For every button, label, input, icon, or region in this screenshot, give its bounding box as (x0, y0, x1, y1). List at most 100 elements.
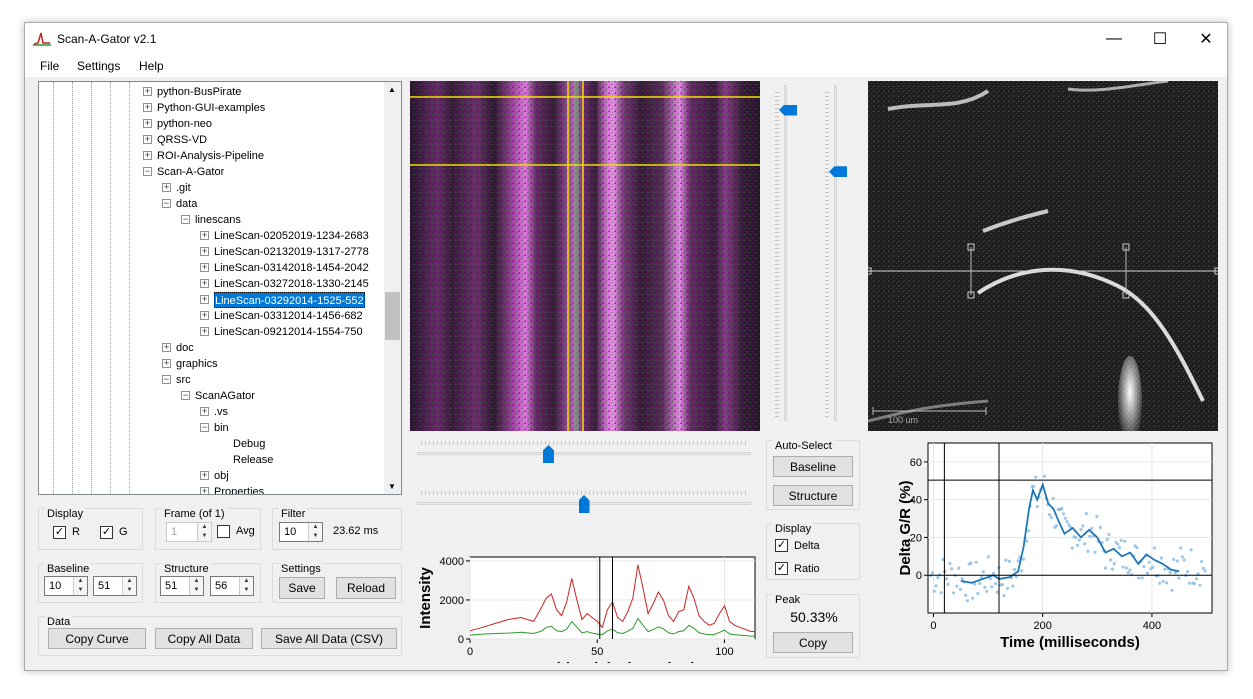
peak-copy-button[interactable]: Copy (773, 632, 853, 653)
scroll-up-icon[interactable]: ▲ (388, 85, 396, 94)
baseline-end-input[interactable]: 51 ▲ ▼ (93, 576, 137, 596)
roi-handle[interactable] (868, 267, 872, 275)
tree-expander-icon[interactable]: + (162, 358, 171, 368)
tree-node[interactable]: bin (214, 422, 229, 434)
tree-node[interactable]: Debug (233, 438, 266, 450)
baseline-position-slider[interactable] (775, 85, 797, 421)
g-checkbox[interactable]: ✓ (100, 526, 113, 539)
tree-node[interactable]: Release (233, 454, 274, 466)
tree-expander-icon[interactable]: + (200, 230, 209, 240)
tree-expander-icon[interactable]: + (200, 246, 209, 256)
avg-checkbox[interactable] (217, 525, 230, 538)
structure-end-input[interactable]: 56 ▲ ▼ (210, 576, 254, 596)
r-checkbox[interactable]: ✓ (53, 526, 66, 539)
delta-checkbox[interactable]: ✓ (775, 539, 788, 552)
baseline-end-spinner[interactable]: ▲ ▼ (122, 577, 136, 595)
tree-node[interactable]: obj (214, 470, 229, 482)
tree-node[interactable]: .vs (214, 406, 229, 418)
roi-handle[interactable] (967, 291, 975, 299)
baseline-start-spinner[interactable]: ▲ ▼ (73, 577, 87, 595)
tree-expander-icon[interactable]: − (162, 374, 171, 384)
tree-expander-icon[interactable]: + (143, 102, 152, 112)
copy-all-data-button[interactable]: Copy All Data (155, 628, 253, 649)
reload-button[interactable]: Reload (336, 577, 396, 599)
copy-curve-button[interactable]: Copy Curve (48, 628, 146, 649)
tree-node[interactable]: doc (176, 342, 194, 354)
tree-expander-icon[interactable]: + (200, 262, 209, 272)
slider-thumb[interactable] (578, 495, 590, 513)
scroll-down-icon[interactable]: ▼ (388, 482, 396, 491)
tree-node[interactable]: linescans (195, 214, 241, 226)
tree-node[interactable]: Properties (214, 486, 265, 495)
tree-node[interactable]: LineScan-03312014-1456-682 (214, 310, 363, 322)
tree-expander-icon[interactable]: + (200, 326, 209, 336)
ratio-checkbox[interactable]: ✓ (775, 562, 788, 575)
tree-expander-icon[interactable]: + (200, 406, 209, 416)
maximize-button[interactable]: ☐ (1152, 31, 1168, 48)
tree-expander-icon[interactable]: − (181, 390, 190, 400)
tree-expander-icon[interactable]: − (162, 198, 171, 208)
tree-expander-icon[interactable]: + (143, 134, 152, 144)
slider-thumb[interactable] (829, 166, 847, 178)
minimize-button[interactable]: — (1106, 30, 1122, 47)
tree-expander-icon[interactable]: − (143, 166, 152, 176)
close-button[interactable]: ✕ (1199, 31, 1213, 48)
tree-node[interactable]: QRSS-VD (157, 134, 208, 146)
tree-scrollbar[interactable]: ▲ ▼ (384, 82, 401, 494)
tree-expander-icon[interactable]: + (162, 342, 171, 352)
slider-thumb[interactable] (542, 445, 554, 463)
tree-node[interactable]: graphics (176, 358, 218, 370)
folder-tree[interactable]: ▲ ▼ + python-BusPirate + Python-GUI-example… (38, 81, 402, 495)
structure-position-slider[interactable] (417, 441, 751, 463)
tree-expander-icon[interactable]: + (200, 486, 209, 495)
tree-node[interactable]: .git (176, 182, 191, 194)
structure-start-input[interactable]: 51 ▲ ▼ (160, 576, 204, 596)
tree-expander-icon[interactable]: + (200, 294, 209, 304)
tree-expander-icon[interactable]: − (181, 214, 190, 224)
roi-handle[interactable] (1122, 243, 1130, 251)
slider-thumb[interactable] (779, 104, 797, 116)
menu-settings[interactable]: Settings (77, 59, 121, 73)
filter-input[interactable]: 10 ▲ ▼ (279, 522, 323, 542)
tree-node[interactable]: data (176, 198, 198, 210)
roi-handle[interactable] (967, 243, 975, 251)
tree-node[interactable]: LineScan-02132019-1317-2778 (214, 246, 369, 258)
structure-end-spinner[interactable]: ▲ ▼ (239, 577, 253, 595)
tree-node[interactable]: LineScan-03292014-1525-552 (214, 292, 365, 308)
auto-baseline-button[interactable]: Baseline (773, 456, 853, 477)
tree-node[interactable]: python-neo (157, 118, 213, 130)
tree-node[interactable]: python-BusPirate (157, 86, 242, 98)
baseline-width-slider[interactable] (825, 85, 847, 421)
save-button[interactable]: Save (279, 577, 325, 599)
tree-node[interactable]: Scan-A-Gator (157, 166, 225, 178)
reference-image[interactable]: 100 um (868, 81, 1218, 431)
tree-expander-icon[interactable]: − (200, 422, 209, 432)
tree-node[interactable]: LineScan-02052019-1234-2683 (214, 230, 369, 242)
filter-spinner[interactable]: ▲ ▼ (308, 523, 322, 541)
menu-file[interactable]: File (40, 59, 60, 73)
menu-help[interactable]: Help (139, 59, 164, 73)
roi-handle[interactable] (1214, 267, 1218, 275)
tree-node[interactable]: LineScan-09212014-1554-750 (214, 326, 363, 338)
tree-scroll-thumb[interactable] (385, 292, 400, 340)
roi-handle[interactable] (1122, 291, 1130, 299)
baseline-start-input[interactable]: 10 ▲ ▼ (44, 576, 88, 596)
auto-structure-button[interactable]: Structure (773, 485, 853, 506)
tree-expander-icon[interactable]: + (143, 86, 152, 96)
tree-node[interactable]: LineScan-03272018-1330-2145 (214, 278, 369, 290)
linescan-image[interactable] (410, 81, 760, 431)
structure-width-slider[interactable] (417, 491, 751, 513)
structure-start-spinner[interactable]: ▲ ▼ (189, 577, 203, 595)
tree-expander-icon[interactable]: + (162, 182, 171, 192)
tree-node[interactable]: LineScan-03142018-1454-2042 (214, 262, 369, 274)
tree-node[interactable]: ROI-Analysis-Pipeline (157, 150, 264, 162)
tree-expander-icon[interactable]: + (200, 278, 209, 288)
tree-expander-icon[interactable]: + (200, 470, 209, 480)
tree-expander-icon[interactable]: + (143, 150, 152, 160)
tree-expander-icon[interactable]: + (200, 310, 209, 320)
save-all-data-csv-button[interactable]: Save All Data (CSV) (261, 628, 397, 649)
tree-node[interactable]: ScanAGator (195, 390, 255, 402)
tree-node[interactable]: src (176, 374, 191, 386)
tree-node[interactable]: Python-GUI-examples (157, 102, 266, 114)
tree-expander-icon[interactable]: + (143, 118, 152, 128)
